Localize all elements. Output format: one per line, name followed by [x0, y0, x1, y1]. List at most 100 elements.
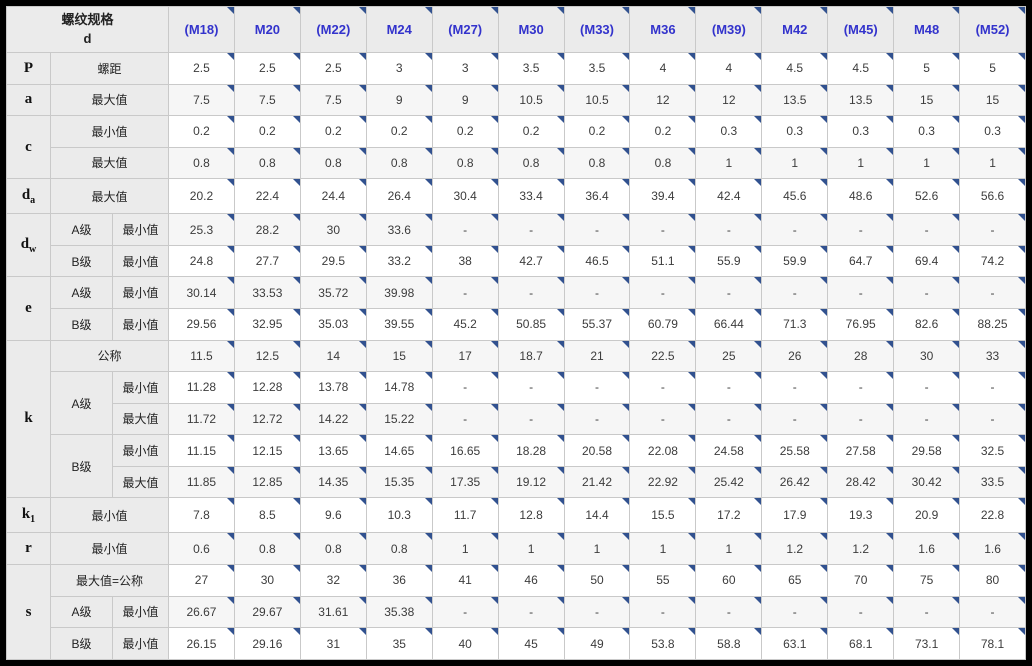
data-cell: 15.35	[365, 465, 433, 499]
data-cell: 10.5	[497, 83, 565, 117]
data-cell: 29.67	[233, 595, 301, 629]
table-row: B级 最小值 11.15 12.15 13.65 14.65 16.65 18.28 20.58…	[7, 434, 1026, 499]
data-cell: 17	[431, 339, 499, 373]
data-cell: 17.9	[761, 497, 829, 534]
row-symbol: r	[6, 532, 51, 566]
data-cell: 0.3	[695, 115, 763, 148]
data-cell: 36	[365, 564, 433, 597]
data-cell: 58.8	[695, 627, 763, 660]
data-cell: 0.3	[893, 115, 961, 148]
data-cell: 45	[497, 627, 565, 660]
data-cell: 25	[695, 339, 763, 373]
data-cell: 25.3	[168, 213, 235, 246]
table-row: B级 最小值 26.15 29.16 31 35 40 45 49 53.8 58.8 63.1 68.…	[7, 627, 1026, 660]
data-cell: 53.8	[629, 627, 697, 660]
row-label: 最小值	[111, 276, 170, 310]
data-cell: 15	[893, 83, 961, 117]
data-cell: 39.4	[629, 178, 697, 215]
data-cell: 32.95	[233, 308, 301, 341]
data-cell: 19.12	[497, 465, 565, 499]
data-cell: 39.98	[365, 276, 433, 310]
data-cell: 11.15	[168, 434, 235, 467]
column-header: (M39)	[695, 6, 763, 53]
data-cell: 21	[563, 339, 631, 373]
data-cell: 69.4	[893, 244, 961, 278]
data-cell: -	[827, 595, 895, 629]
row-symbol: a	[6, 83, 51, 117]
data-cell: 20.9	[893, 497, 961, 534]
data-cell: 28.2	[233, 213, 301, 246]
data-cell: 0.2	[497, 115, 565, 148]
data-cell: -	[563, 402, 631, 436]
table-row: c 最小值 0.2 0.2 0.2 0.2 0.2 0.2 0.2 0.2 0.3 0.3 0.3 0.3…	[6, 115, 1026, 180]
data-cell: 3	[365, 52, 433, 85]
data-cell: 5	[959, 52, 1026, 85]
data-cell: 35	[365, 627, 433, 660]
data-cell: 15	[365, 339, 433, 373]
data-cell: 1	[695, 146, 763, 180]
data-cell: -	[827, 402, 895, 436]
data-cell: 46.5	[563, 244, 631, 278]
data-cell: -	[827, 371, 895, 404]
data-cell: 2.5	[299, 52, 367, 85]
data-cell: 14.78	[365, 371, 433, 404]
data-cell: 71.3	[761, 308, 829, 341]
data-cell: 24.58	[695, 434, 763, 467]
data-cell: 13.78	[299, 371, 367, 404]
data-cell: 5	[893, 52, 961, 85]
data-cell: 26.42	[761, 465, 829, 499]
data-cell: 13.65	[299, 434, 367, 467]
data-cell: 75	[893, 564, 961, 597]
row-label: 最小值	[111, 308, 170, 341]
data-cell: 1	[431, 532, 499, 566]
data-cell: 0.2	[168, 115, 235, 148]
data-cell: -	[431, 213, 499, 246]
table-row: 最大值 0.8 0.8 0.8 0.8 0.8 0.8 0.8 0.8 1 1 1 1 1	[7, 146, 1026, 180]
data-cell: 0.8	[233, 146, 301, 180]
data-cell: 0.8	[168, 146, 235, 180]
data-cell: -	[695, 213, 763, 246]
table-row: dw A级 最小值 25.3 28.2 30 33.6- - - - - - - - -	[6, 213, 1026, 278]
data-cell: 48.6	[827, 178, 895, 215]
data-cell: 14.65	[365, 434, 433, 467]
data-cell: -	[695, 371, 763, 404]
data-cell: 1	[497, 532, 565, 566]
data-cell: 22.08	[629, 434, 697, 467]
row-label: 最小值	[111, 371, 170, 404]
data-cell: 0.8	[431, 146, 499, 180]
data-cell: 14.35	[299, 465, 367, 499]
data-cell: 0.8	[299, 532, 367, 566]
data-cell: 35.72	[299, 276, 367, 310]
data-cell: 35.38	[365, 595, 433, 629]
data-cell: 33.2	[365, 244, 433, 278]
row-label: A级	[50, 213, 113, 246]
row-label: 最小值	[111, 244, 170, 278]
data-cell: 26.15	[168, 627, 235, 660]
table-row: a 最大值 7.5 7.5 7.5 9 9 10.5 10.5 12 12 13.5 13.5 15 15	[6, 83, 1026, 117]
data-cell: 1	[695, 532, 763, 566]
table-row: A级 最小值 26.67 29.67 31.61 35.38- - - - - - - - -	[7, 595, 1026, 629]
column-header: M42	[761, 6, 829, 53]
data-cell: 0.8	[563, 146, 631, 180]
data-cell: 11.5	[168, 339, 235, 373]
row-label: 最大值	[49, 83, 170, 117]
data-cell: 4.5	[827, 52, 895, 85]
data-cell: 3.5	[497, 52, 565, 85]
data-cell: 0.8	[629, 146, 697, 180]
data-cell: 33.5	[959, 465, 1026, 499]
data-cell: 4	[695, 52, 763, 85]
data-cell: 31	[299, 627, 367, 660]
data-cell: 0.3	[761, 115, 829, 148]
data-cell: 2.5	[233, 52, 301, 85]
data-cell: 15.5	[629, 497, 697, 534]
table-row: r 最小值 0.6 0.8 0.8 0.8 1 1 1 1 1 1.2 1.2 1.6 1.6	[6, 532, 1026, 566]
data-cell: 24.8	[168, 244, 235, 278]
data-cell: 15.22	[365, 402, 433, 436]
data-cell: 49	[563, 627, 631, 660]
data-cell: 42.4	[695, 178, 763, 215]
data-cell: 7.5	[233, 83, 301, 117]
data-cell: 22.92	[629, 465, 697, 499]
row-label: 最小值	[49, 115, 170, 148]
data-cell: 26.4	[365, 178, 433, 215]
data-cell: 0.8	[365, 532, 433, 566]
